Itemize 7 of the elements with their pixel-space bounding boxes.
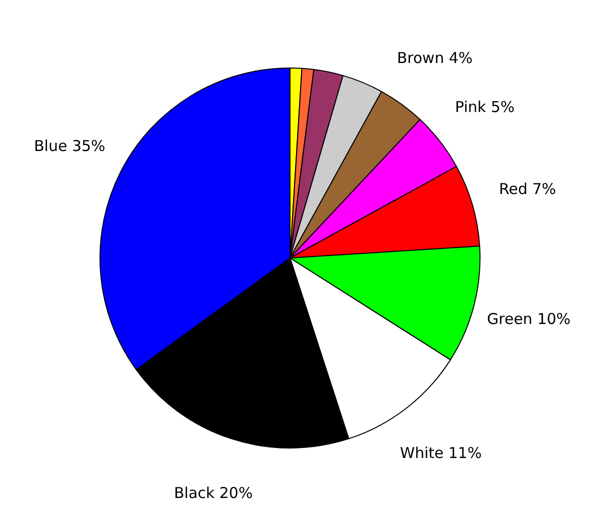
slice-label: Black 20% (174, 484, 253, 502)
slice-label: Brown 4% (397, 49, 473, 67)
slice-label: White 11% (400, 444, 482, 462)
slice-label: Green 10% (487, 310, 571, 328)
slice-label: Red 7% (499, 180, 556, 198)
slice-label: Blue 35% (34, 137, 106, 155)
slice-label: Pink 5% (455, 98, 515, 116)
